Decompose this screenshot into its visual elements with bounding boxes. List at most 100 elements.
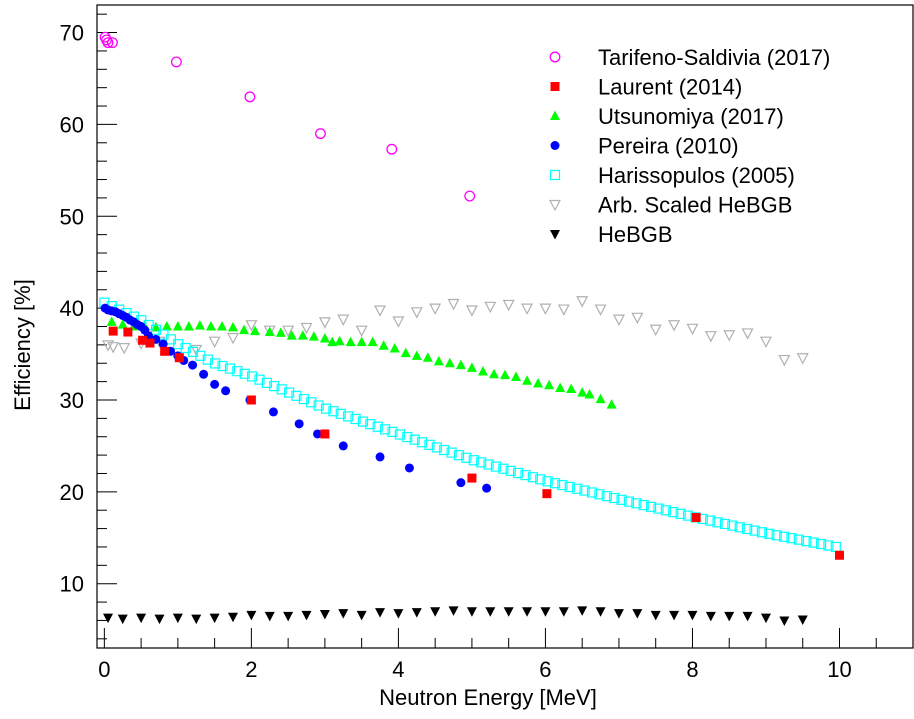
- data-point: [268, 407, 278, 417]
- data-point: [404, 463, 414, 473]
- data-point: [136, 613, 147, 624]
- data-point: [687, 610, 698, 621]
- data-point: [282, 325, 295, 337]
- data-point: [455, 359, 466, 370]
- data-point: [411, 608, 422, 618]
- data-point: [356, 336, 367, 347]
- data-point: [778, 354, 791, 367]
- data-point: [424, 439, 435, 450]
- data-point: [283, 611, 294, 622]
- x-tick-label: 4: [392, 657, 404, 682]
- data-point: [224, 363, 236, 374]
- data-point: [154, 614, 165, 625]
- data-point: [400, 347, 411, 358]
- data-point: [675, 508, 686, 519]
- data-point: [444, 357, 455, 368]
- data-point: [228, 612, 238, 623]
- data-point: [734, 522, 745, 533]
- tick-labels: 0 2 4 6 8 10 10 20 30 40 50 60 70: [60, 21, 852, 682]
- data-point: [202, 354, 213, 365]
- data-point: [345, 336, 356, 347]
- data-point: [511, 371, 522, 382]
- data-point: [448, 606, 459, 616]
- axis-ticks: [97, 13, 914, 648]
- data-point: [535, 474, 546, 485]
- legend-label: Arb. Scaled HeBGB: [598, 193, 792, 218]
- x-tick-label: 8: [686, 657, 698, 682]
- data-point: [705, 611, 716, 622]
- data-point: [668, 320, 681, 332]
- data-point: [170, 56, 182, 68]
- data-point: [555, 382, 566, 393]
- data-point: [653, 503, 664, 514]
- data-point: [335, 408, 346, 419]
- y-tick-label: 30: [60, 388, 84, 413]
- data-point: [210, 379, 220, 389]
- data-point: [410, 307, 423, 319]
- legend-marker: [550, 110, 560, 120]
- data-point: [759, 336, 772, 348]
- data-point: [394, 429, 405, 440]
- data-point: [485, 607, 496, 617]
- data-point: [245, 320, 258, 332]
- data-point: [313, 400, 324, 411]
- data-point: [631, 498, 642, 509]
- data-point: [796, 353, 809, 365]
- data-point: [350, 413, 361, 425]
- series-4: [99, 297, 841, 553]
- data-point: [797, 615, 808, 626]
- data-point: [742, 523, 753, 535]
- data-point: [380, 424, 391, 435]
- data-point: [217, 360, 228, 372]
- data-point: [539, 303, 552, 315]
- data-point: [466, 362, 477, 372]
- data-point: [199, 369, 209, 379]
- data-point: [613, 609, 624, 619]
- data-point: [446, 447, 457, 458]
- data-point: [691, 513, 701, 523]
- data-point: [246, 610, 257, 621]
- data-point: [269, 381, 280, 392]
- data-point: [402, 431, 413, 443]
- data-point: [595, 393, 606, 404]
- data-point: [108, 326, 118, 336]
- data-point: [275, 327, 286, 337]
- data-point: [208, 336, 221, 348]
- data-point: [180, 342, 191, 354]
- data-point: [502, 299, 515, 312]
- data-point: [372, 421, 383, 432]
- data-point: [544, 379, 555, 390]
- data-point: [594, 304, 607, 316]
- data-point: [577, 387, 588, 397]
- data-point: [297, 330, 308, 340]
- data-point: [564, 481, 575, 493]
- data-point: [660, 505, 671, 516]
- data-point: [749, 525, 760, 536]
- x-tick-label: 6: [539, 657, 551, 682]
- data-point: [742, 611, 753, 622]
- data-point: [291, 390, 302, 401]
- data-point: [638, 499, 649, 511]
- data-point: [668, 506, 679, 518]
- data-point: [106, 37, 118, 49]
- data-point: [387, 426, 398, 438]
- data-point: [409, 434, 420, 445]
- data-point: [117, 614, 128, 625]
- legend-label: Pereira (2010): [598, 134, 739, 159]
- x-axis-title: Neutron Energy [MeV]: [379, 685, 597, 710]
- data-point: [338, 609, 349, 619]
- data-point: [477, 366, 488, 376]
- data-point: [375, 608, 386, 618]
- data-point: [533, 377, 544, 388]
- data-point: [308, 331, 319, 341]
- data-point: [808, 537, 819, 548]
- data-point: [542, 476, 553, 487]
- data-point: [375, 452, 385, 462]
- data-point: [355, 325, 368, 337]
- legend-marker: [549, 169, 561, 181]
- data-point: [161, 321, 172, 331]
- data-point: [232, 366, 243, 377]
- data-point: [313, 429, 323, 439]
- data-point: [286, 330, 297, 340]
- data-point: [343, 411, 354, 422]
